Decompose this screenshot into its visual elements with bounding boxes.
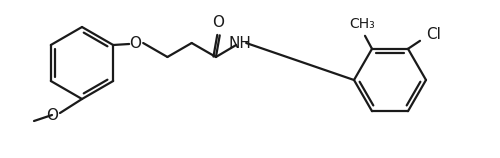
Text: CH₃: CH₃ bbox=[349, 17, 375, 31]
Text: O: O bbox=[46, 107, 58, 122]
Text: O: O bbox=[129, 36, 141, 51]
Text: Cl: Cl bbox=[426, 27, 441, 42]
Text: O: O bbox=[212, 15, 224, 30]
Text: NH: NH bbox=[228, 36, 252, 51]
